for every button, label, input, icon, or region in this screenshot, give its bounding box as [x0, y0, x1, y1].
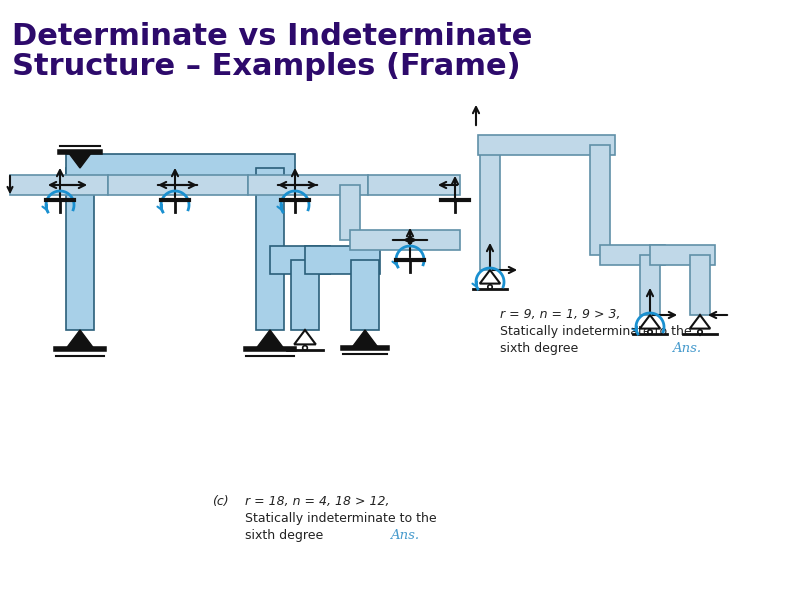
Polygon shape — [351, 260, 379, 330]
Polygon shape — [650, 245, 715, 265]
Circle shape — [698, 330, 702, 334]
Text: Statically indeterminate to the: Statically indeterminate to the — [500, 325, 692, 338]
Polygon shape — [350, 230, 460, 250]
Text: sixth degree: sixth degree — [500, 342, 578, 355]
Polygon shape — [352, 330, 378, 347]
Polygon shape — [368, 175, 460, 195]
Polygon shape — [248, 175, 368, 195]
Text: Statically indeterminate to the: Statically indeterminate to the — [245, 512, 437, 525]
Polygon shape — [480, 270, 500, 284]
Polygon shape — [66, 154, 295, 182]
Polygon shape — [68, 152, 92, 168]
Polygon shape — [600, 245, 665, 265]
Polygon shape — [66, 330, 94, 349]
Circle shape — [488, 285, 492, 289]
Text: r = 18, n = 4, 18 > 12,: r = 18, n = 4, 18 > 12, — [245, 495, 390, 508]
Polygon shape — [690, 255, 710, 315]
Polygon shape — [640, 255, 660, 315]
Polygon shape — [66, 168, 94, 330]
Polygon shape — [270, 246, 330, 274]
Polygon shape — [10, 175, 108, 195]
Circle shape — [648, 330, 652, 334]
Polygon shape — [480, 145, 500, 270]
Text: Determinate vs Indeterminate: Determinate vs Indeterminate — [12, 22, 532, 51]
Polygon shape — [256, 168, 284, 330]
Polygon shape — [690, 315, 710, 329]
Text: Ans.: Ans. — [672, 342, 701, 355]
Polygon shape — [291, 260, 319, 330]
Polygon shape — [108, 175, 248, 195]
Polygon shape — [294, 330, 316, 344]
Polygon shape — [256, 330, 285, 349]
Text: Ans.: Ans. — [390, 529, 419, 542]
Polygon shape — [590, 145, 610, 255]
Text: sixth degree: sixth degree — [245, 529, 323, 542]
Circle shape — [302, 346, 307, 350]
Polygon shape — [305, 246, 380, 274]
Polygon shape — [640, 315, 660, 329]
Text: r = 9, n = 1, 9 > 3,: r = 9, n = 1, 9 > 3, — [500, 308, 621, 321]
Text: (c): (c) — [212, 495, 228, 508]
Polygon shape — [340, 185, 360, 240]
Text: Structure – Examples (Frame): Structure – Examples (Frame) — [12, 52, 521, 81]
Polygon shape — [478, 135, 615, 155]
